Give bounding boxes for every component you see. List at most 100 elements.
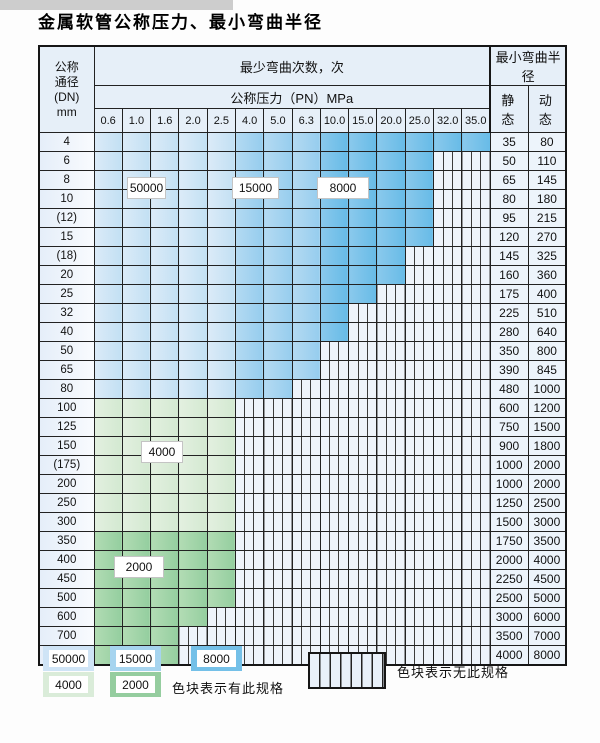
legend-label-15000: 15000 — [116, 650, 155, 667]
no-spec-cell — [319, 569, 350, 589]
legend-swatch-2000: 2000 — [110, 672, 161, 697]
spec-cell — [291, 265, 321, 285]
no-spec-cell — [404, 588, 435, 608]
spec-cell — [178, 436, 208, 456]
table-row-dn-65: 65 390 845 — [38, 360, 567, 380]
static-radius-cell: 50 — [489, 151, 529, 171]
spec-cell — [234, 265, 265, 285]
no-spec-cell — [348, 303, 378, 323]
spec-cell — [121, 284, 152, 304]
no-spec-cell — [404, 303, 435, 323]
dn-cell: 4 — [38, 132, 95, 152]
no-spec-cell — [404, 341, 435, 361]
cycles-label-4000: 4000 — [141, 441, 183, 463]
spec-cell — [93, 512, 123, 532]
pressure-value-header: 2.0 — [178, 108, 208, 133]
spec-cell — [234, 322, 265, 342]
spec-cell — [263, 265, 293, 285]
no-spec-cell — [404, 379, 435, 399]
no-spec-cell — [461, 398, 491, 418]
static-radius-cell: 750 — [489, 417, 529, 437]
no-spec-cell — [263, 417, 293, 437]
no-spec-cell — [291, 398, 321, 418]
no-spec-cell — [291, 531, 321, 551]
no-spec-cell — [263, 455, 293, 475]
pressure-value-header: 6.3 — [291, 108, 321, 133]
dynamic-radius-cell: 1000 — [527, 379, 567, 399]
cycles-label-50000: 50000 — [127, 177, 166, 199]
pressure-value-header: 0.6 — [93, 108, 123, 133]
spec-cell — [178, 303, 208, 323]
spec-cell — [206, 132, 236, 152]
spec-cell — [121, 474, 152, 494]
no-spec-cell — [348, 531, 378, 551]
no-spec-cell — [404, 645, 435, 666]
spec-cell — [348, 151, 378, 171]
no-spec-cell — [234, 512, 265, 532]
no-spec-cell — [319, 474, 350, 494]
no-spec-cell — [319, 588, 350, 608]
static-radius-cell: 350 — [489, 341, 529, 361]
spec-cell — [206, 398, 236, 418]
no-spec-cell — [234, 398, 265, 418]
no-spec-cell — [206, 626, 236, 646]
dynamic-radius-cell: 110 — [527, 151, 567, 171]
table-row-dn-12: (12) 95 215 — [38, 208, 567, 228]
table-row-dn-600: 600 3000 6000 — [38, 607, 567, 627]
no-spec-cell — [348, 455, 378, 475]
spec-cell — [150, 626, 180, 646]
dn-cell: 50 — [38, 341, 95, 361]
spec-cell — [93, 493, 123, 513]
spec-cell — [263, 360, 293, 380]
no-spec-cell — [433, 569, 463, 589]
spec-cell — [234, 341, 265, 361]
dynamic-radius-cell: 8000 — [527, 645, 567, 666]
no-spec-cell — [291, 379, 321, 399]
dynamic-radius-cell: 2000 — [527, 455, 567, 475]
spec-cell — [178, 246, 208, 266]
spec-cell — [404, 132, 435, 152]
spec-cell — [319, 284, 350, 304]
dn-cell: (12) — [38, 208, 95, 228]
no-spec-cell — [263, 626, 293, 646]
no-spec-cell — [263, 474, 293, 494]
dn-cell: 65 — [38, 360, 95, 380]
no-spec-cell — [433, 189, 463, 209]
spec-cell — [376, 265, 406, 285]
no-spec-cell — [404, 550, 435, 570]
spec-cell — [121, 417, 152, 437]
table-row-dn-8: 8 65 145 — [38, 170, 567, 190]
no-spec-cell — [433, 151, 463, 171]
no-spec-cell — [404, 284, 435, 304]
static-radius-cell: 600 — [489, 398, 529, 418]
spec-cell — [291, 151, 321, 171]
spec-cell — [319, 132, 350, 152]
static-radius-cell: 2000 — [489, 550, 529, 570]
no-spec-cell — [404, 474, 435, 494]
page-title: 金属软管公称压力、最小弯曲半径 — [38, 13, 323, 33]
spec-cell — [263, 208, 293, 228]
no-spec-cell — [376, 417, 406, 437]
spec-cell — [150, 588, 180, 608]
no-spec-cell — [376, 322, 406, 342]
spec-cell — [348, 227, 378, 247]
no-spec-cell — [376, 588, 406, 608]
spec-cell — [150, 265, 180, 285]
table-row-dn-100: 100 600 1200 — [38, 398, 567, 418]
no-spec-cell — [433, 436, 463, 456]
spec-cell — [234, 379, 265, 399]
no-spec-cell — [404, 626, 435, 646]
dn-header-line: mm — [56, 104, 77, 119]
no-spec-cell — [461, 645, 491, 666]
dn-cell: 100 — [38, 398, 95, 418]
pressure-value-header: 1.6 — [150, 108, 180, 133]
legend-no-spec-note: 色块表示无此规格 — [397, 665, 510, 680]
legend-swatch-4000: 4000 — [43, 672, 94, 697]
spec-cell — [206, 493, 236, 513]
no-spec-cell — [234, 645, 265, 666]
no-spec-cell — [376, 531, 406, 551]
legend-swatch-15000: 15000 — [110, 646, 161, 671]
spec-cell — [433, 132, 463, 152]
spec-cell — [121, 132, 152, 152]
spec-cell — [291, 170, 321, 190]
